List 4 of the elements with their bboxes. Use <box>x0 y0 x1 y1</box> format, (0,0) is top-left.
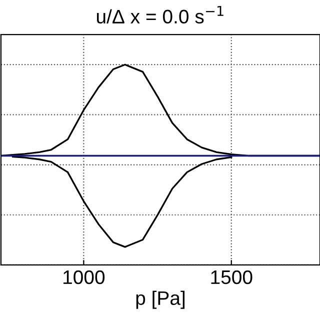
x-axis-title: p [Pa] <box>136 290 184 309</box>
x-tick-label: 1000 <box>64 270 105 284</box>
x-tick-label: 1500 <box>211 270 252 284</box>
chart-title: u/Δ x = 0.0 s$^{−1}$ <box>96 6 224 24</box>
